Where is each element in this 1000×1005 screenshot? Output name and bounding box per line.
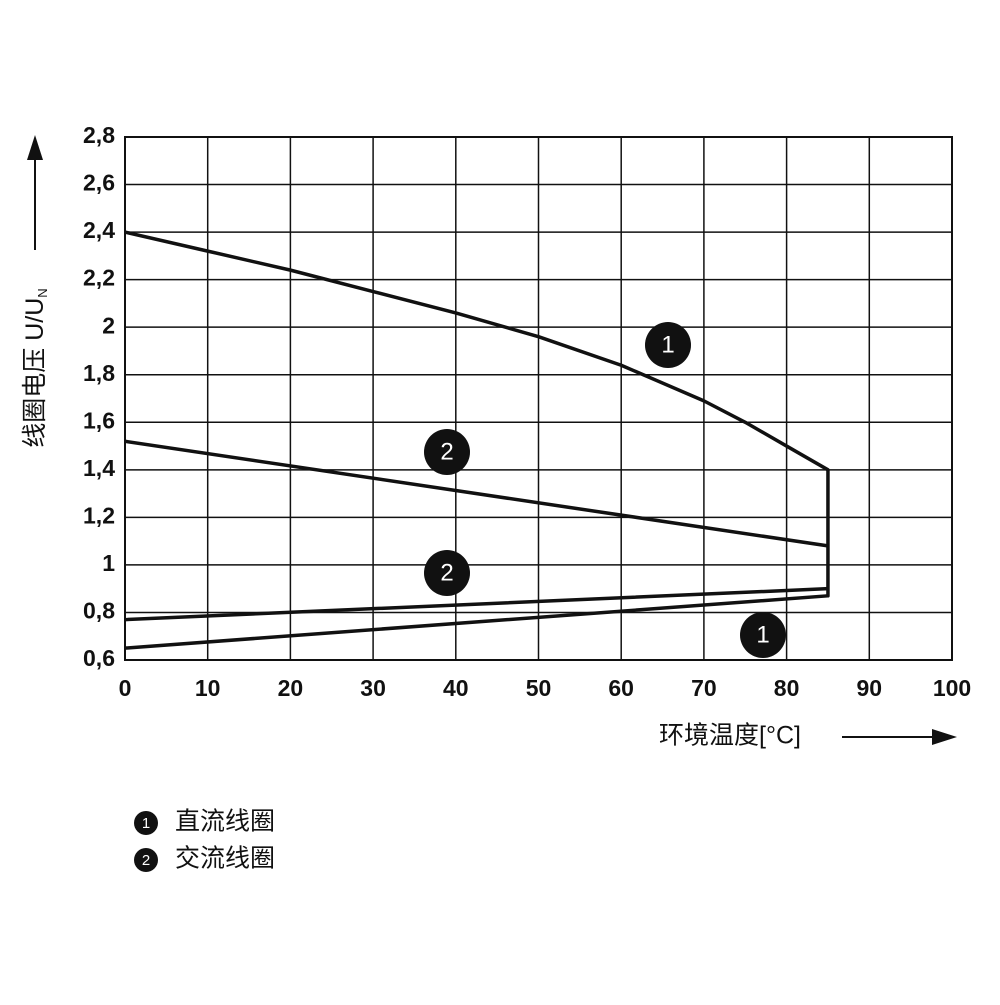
legend-label: 交流线圈 [175,845,275,873]
y-tick-label: 1,6 [83,407,115,433]
x-tick-label: 100 [933,675,971,701]
y-tick-label: 2 [102,312,115,338]
x-tick-label: 80 [774,675,800,701]
y-axis-label-main: 线圈电压 U/U [21,298,49,448]
annotation: 2 [440,559,453,586]
y-tick-label: 2,4 [83,217,115,243]
legend-marker: 2 [142,852,150,869]
x-tick-label: 60 [608,675,634,701]
legend-marker: 1 [142,815,150,832]
annotation: 2 [440,438,453,465]
annotation-badge [645,322,691,368]
x-tick-label: 90 [857,675,883,701]
annotation: 1 [756,621,769,648]
y-tick-label: 1 [102,550,115,576]
series-line [124,230,830,650]
annotation-badge [424,550,470,596]
y-tick-label: 1,2 [83,502,115,528]
annotation: 1 [661,331,674,358]
y-tick-label: 0,6 [83,645,115,671]
x-tick-label: 50 [526,675,552,701]
y-tick-label: 1,8 [83,360,115,386]
y-axis-label-sub: N [35,288,50,297]
y-axis-arrowhead [27,135,43,160]
x-axis-arrowhead [932,729,957,745]
annotation-badge [740,612,786,658]
y-tick-label: 2,2 [83,265,115,291]
y-axis-label: 线圈电压 U/UN [21,288,51,447]
annotation-badge [424,429,470,475]
x-tick-label: 10 [195,675,221,701]
y-tick-label: 1,4 [83,455,115,481]
x-tick-label: 30 [360,675,386,701]
legend-badge [134,811,158,835]
series-line [124,439,829,622]
legend-label: 直流线圈 [175,808,275,836]
x-tick-label: 70 [691,675,717,701]
x-axis-label: 环境温度[°C] [659,722,801,750]
y-tick-label: 2,6 [83,170,115,196]
plot-frame [124,136,953,661]
legend-badge [134,848,158,872]
x-tick-label: 40 [443,675,469,701]
x-tick-label: 20 [278,675,304,701]
y-tick-label: 0,8 [83,598,115,624]
y-tick-label: 2,8 [83,122,115,148]
x-tick-label: 0 [119,675,132,701]
